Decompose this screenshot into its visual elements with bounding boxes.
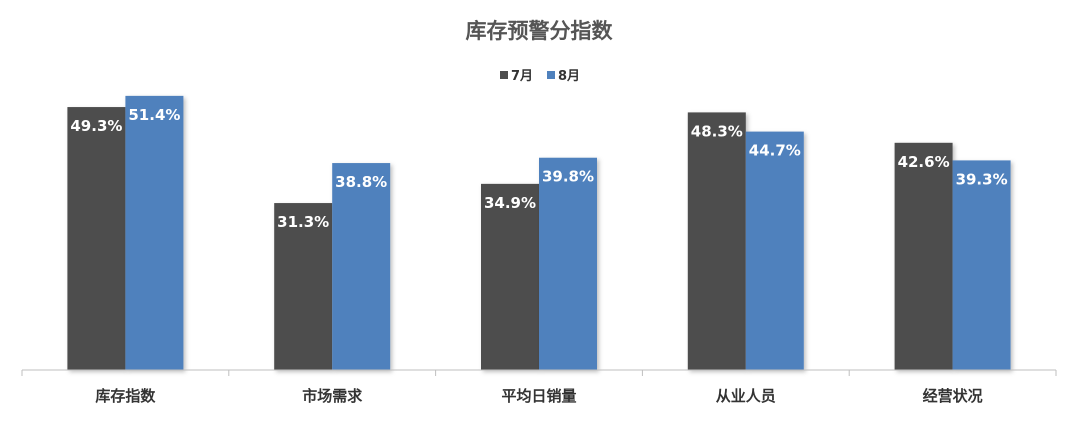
value-label-aug-3: 39.8% [542,168,594,186]
legend-swatch-8 [547,71,555,79]
bar-aug-2 [332,163,391,370]
category-label-1: 库存指数 [95,387,156,405]
bars-group [67,95,1011,371]
value-label-jul-2: 31.3% [277,213,329,231]
legend-label-8: 8月 [558,69,580,84]
bar-jul-4 [687,112,746,371]
value-label-jul-4: 48.3% [691,122,743,140]
category-labels-group: 库存指数 市场需求 平均日销量 从业人员 经营状况 [95,387,982,405]
bar-aug-3 [539,157,597,370]
value-label-aug-2: 38.8% [335,173,387,191]
value-label-aug-4: 44.7% [749,142,801,160]
value-label-jul-5: 42.6% [898,153,950,171]
bar-aug-4 [745,131,804,370]
chart-title: 库存预警分指数 [466,19,614,43]
legend-swatch-7 [500,71,508,79]
bar-jul-5 [894,142,953,370]
bar-jul-1 [67,107,126,371]
legend-label-7: 7月 [511,69,533,84]
value-label-aug-1: 51.4% [128,106,180,124]
category-label-4: 从业人员 [716,387,776,405]
bar-aug-5 [952,160,1011,370]
category-label-2: 市场需求 [302,387,363,405]
value-labels-group: 49.3% 51.4% 31.3% 38.8% 34.9% 39.8% 48.3% 44.7%… [70,106,1007,231]
bar-jul-2 [274,203,333,370]
bar-aug-1 [125,95,184,370]
bar-jul-3 [481,183,539,370]
legend: 7月 8月 [500,69,580,84]
x-axis-ticks [21,370,1057,376]
category-label-3: 平均日销量 [501,387,576,405]
value-label-aug-5: 39.3% [956,170,1008,188]
value-label-jul-1: 49.3% [70,117,122,135]
category-label-5: 经营状况 [923,387,983,405]
value-label-jul-3: 34.9% [484,194,536,212]
